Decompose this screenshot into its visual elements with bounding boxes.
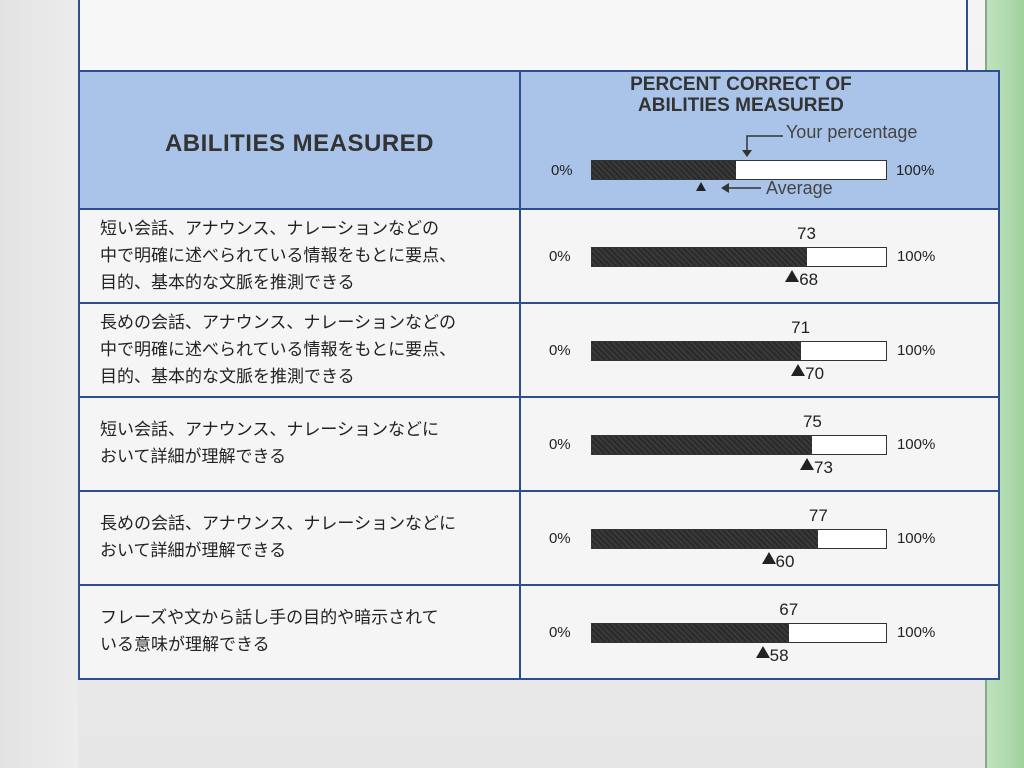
ability-description-cell: フレーズや文から話し手の目的や暗示されて いる意味が理解できる [78,584,521,680]
abilities-header-cell: ABILITIES MEASURED [78,70,521,210]
legend-zero-label: 0% [550,162,573,179]
score-bar-area: 0% 100% 71 70 [521,304,998,396]
ability-description: 長めの会話、アナウンス、ナレーションなどに おいて詳細が理解できる [80,511,519,565]
score-bar [590,623,887,643]
ability-description-line: おいて詳細が理解できる [100,541,287,561]
percent-correct-heading: PERCENT CORRECT OF ABILITIES MEASURED [561,74,921,116]
percent-title-line2: ABILITIES MEASURED [638,95,844,116]
ability-description: フレーズや文から話し手の目的や暗示されて いる意味が理解できる [80,605,519,659]
legend-sample-fill [591,161,736,179]
zero-percent-label: 0% [548,342,571,359]
table-row: フレーズや文から話し手の目的や暗示されて いる意味が理解できる 0% 100% 67 58 [78,584,1001,680]
ability-description: 短い会話、アナウンス、ナレーションなどに おいて詳細が理解できる [80,417,519,471]
score-bar-area: 0% 100% 77 60 [521,492,998,584]
table-row: 長めの会話、アナウンス、ナレーションなどの 中で明確に述べられている情報をもとに要… [78,302,1001,398]
average-marker-icon [800,458,815,470]
ability-description-line: 短い会話、アナウンス、ナレーションなどの [100,218,439,239]
zero-percent-label: 0% [548,436,571,453]
ability-description-line: 目的、基本的な文脈を推測できる [100,366,355,387]
score-bar [590,341,887,361]
ability-description-line: おいて詳細が理解できる [100,447,287,467]
ability-description: 長めの会話、アナウンス、ナレーションなどの 中で明確に述べられている情報をもとに要… [80,310,519,391]
ability-description-line: いる意味が理解できる [100,635,270,655]
legend-sample-bar [590,160,887,180]
ability-description-cell: 短い会話、アナウンス、ナレーションなどの 中で明確に述べられている情報をもとに要点… [78,208,521,304]
score-bar-cell: 0% 100% 77 60 [518,490,1001,586]
table-row: 短い会話、アナウンス、ナレーションなどの 中で明確に述べられている情報をもとに要点… [78,208,1001,304]
your-percentage-value: 71 [791,318,811,337]
average-marker-icon [785,270,800,282]
table-row: 短い会話、アナウンス、ナレーションなどに おいて詳細が理解できる 0% 100% 75 7… [78,396,1001,492]
zero-percent-label: 0% [548,530,571,547]
hundred-percent-label: 100% [896,530,936,547]
your-percentage-value: 67 [779,600,799,619]
table-header-row: ABILITIES MEASURED PERCENT CORRECT OF AB… [78,70,1001,210]
score-bar [590,247,887,267]
your-percentage-fill [591,342,801,360]
average-marker-icon [755,646,770,658]
average-value: 60 [775,552,795,571]
score-bar-cell: 0% 100% 73 68 [518,208,1001,304]
legend-hundred-label: 100% [895,162,935,179]
abilities-measured-heading: ABILITIES MEASURED [164,130,434,157]
paper-margin [0,0,78,768]
ability-description-cell: 長めの会話、アナウンス、ナレーションなどに おいて詳細が理解できる [78,490,521,586]
top-blank-section [78,0,968,72]
average-value: 58 [769,646,789,665]
zero-percent-label: 0% [548,624,571,641]
average-marker-icon [761,552,776,564]
legend-your-percentage: Your percentage [785,122,918,142]
hundred-percent-label: 100% [896,248,936,265]
average-value: 73 [814,458,833,477]
table-row: 長めの会話、アナウンス、ナレーションなどに おいて詳細が理解できる 0% 100% 77… [78,490,1001,586]
your-percentage-value: 73 [797,224,816,243]
ability-description-line: 中で明確に述べられている情報をもとに要点、 [100,339,457,360]
ability-description-line: 目的、基本的な文脈を推測できる [100,272,355,293]
ability-description-line: フレーズや文から話し手の目的や暗示されて [100,608,439,628]
ability-description-line: 中で明確に述べられている情報をもとに要点、 [100,245,457,266]
average-value: 68 [799,270,819,289]
legend-average: Average [765,178,833,198]
average-arrow-icon [720,183,761,193]
percent-title-line1: PERCENT CORRECT OF [630,74,852,95]
ability-description-line: 長めの会話、アナウンス、ナレーションなどに [100,514,456,534]
score-bar-cell: 0% 100% 75 73 [518,396,1001,492]
score-bar-area: 0% 100% 75 73 [521,398,998,490]
score-bar-area: 0% 100% 73 68 [521,210,998,302]
hundred-percent-label: 100% [896,342,936,359]
score-bar-cell: 0% 100% 67 58 [518,584,1001,680]
your-percentage-fill [591,248,807,266]
your-percentage-fill [591,436,813,454]
your-percentage-value: 75 [802,412,822,431]
ability-description-line: 長めの会話、アナウンス、ナレーションなどの [100,312,456,333]
your-percentage-arrow-icon [741,135,783,157]
score-bar-area: 0% 100% 67 58 [521,586,998,678]
hundred-percent-label: 100% [896,624,936,641]
percent-header-cell: PERCENT CORRECT OF ABILITIES MEASURED Yo… [518,70,1001,210]
abilities-table: ABILITIES MEASURED PERCENT CORRECT OF AB… [78,70,1001,680]
score-bar [590,435,887,455]
score-bar-cell: 0% 100% 71 70 [518,302,1001,398]
zero-percent-label: 0% [548,248,571,265]
hundred-percent-label: 100% [896,436,936,453]
your-percentage-value: 77 [808,506,828,525]
score-bar [590,529,887,549]
ability-description-cell: 長めの会話、アナウンス、ナレーションなどの 中で明確に述べられている情報をもとに要… [78,302,521,398]
percent-legend: PERCENT CORRECT OF ABILITIES MEASURED Yo… [521,72,998,208]
your-percentage-fill [591,624,789,642]
average-marker-icon [791,364,806,376]
ability-description-line: 短い会話、アナウンス、ナレーションなどに [100,420,439,440]
ability-description: 短い会話、アナウンス、ナレーションなどの 中で明確に述べられている情報をもとに要点… [80,216,519,297]
average-value: 70 [805,364,825,383]
your-percentage-fill [591,530,819,548]
ability-description-cell: 短い会話、アナウンス、ナレーションなどに おいて詳細が理解できる [78,396,521,492]
average-marker-icon [695,182,706,191]
